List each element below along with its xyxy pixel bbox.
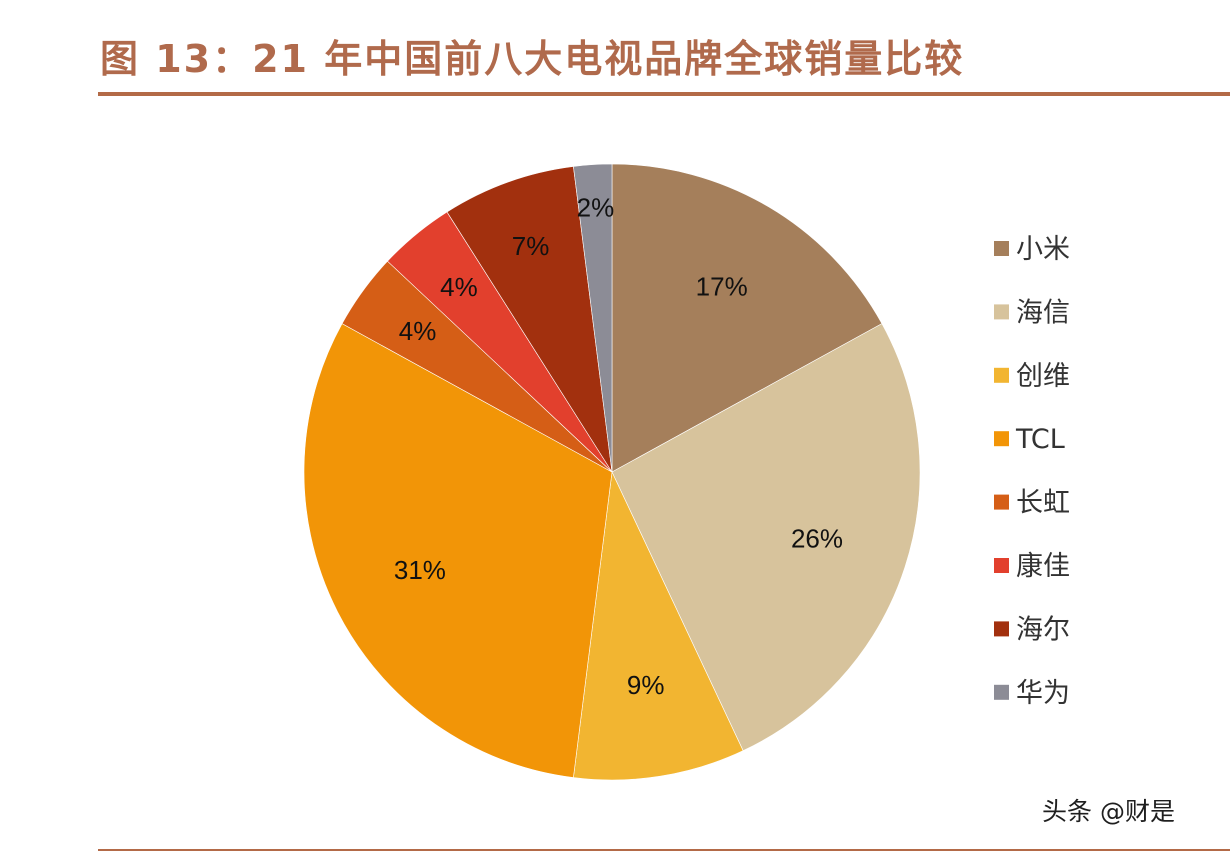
legend-label-3: TCL — [1015, 424, 1065, 455]
legend-swatch-3 — [994, 431, 1009, 447]
legend-label-4: 长虹 — [1016, 488, 1070, 519]
legend-swatch-1 — [994, 304, 1009, 320]
slice-label-1: 26% — [791, 524, 843, 554]
pie-slice-7 — [573, 163, 613, 473]
slice-label-3: 31% — [394, 555, 446, 585]
legend-label-2: 创维 — [1016, 361, 1070, 392]
legend-swatch-6 — [994, 621, 1009, 637]
pie-slices — [303, 163, 921, 781]
slice-label-6: 7% — [512, 231, 550, 261]
chart-title: 图 13：21 年中国前八大电视品牌全球销量比较 — [100, 37, 965, 81]
bottom-divider — [98, 849, 1230, 851]
legend-swatch-5 — [994, 558, 1009, 573]
slice-label-2: 9% — [627, 670, 665, 700]
legend-swatch-2 — [994, 367, 1009, 383]
slice-label-7: 2% — [577, 193, 615, 223]
legend-label-0: 小米 — [1016, 234, 1070, 265]
slice-label-4: 4% — [399, 316, 437, 346]
pie-slice-3 — [303, 323, 613, 778]
pie-slice-0 — [611, 163, 883, 473]
legend-swatch-7 — [994, 684, 1009, 700]
slice-label-0: 17% — [696, 271, 748, 301]
pie-slice-2 — [573, 470, 744, 781]
legend-label-6: 海尔 — [1016, 614, 1070, 645]
slice-label-5: 4% — [440, 272, 478, 302]
pie-slice-6 — [446, 166, 613, 473]
legend-label-7: 华为 — [1016, 678, 1070, 709]
legend-swatch-4 — [994, 494, 1009, 510]
legend-swatch-0 — [994, 241, 1009, 256]
watermark: 头条 @财是 — [1042, 797, 1175, 826]
legend-label-1: 海信 — [1016, 297, 1070, 328]
title-divider — [98, 92, 1230, 96]
pie-slice-1 — [611, 323, 921, 752]
legend-label-5: 康佳 — [1016, 551, 1070, 582]
pie-labels: 17% 26% 9% 31% 4%4% 7% 2% — [394, 193, 843, 700]
